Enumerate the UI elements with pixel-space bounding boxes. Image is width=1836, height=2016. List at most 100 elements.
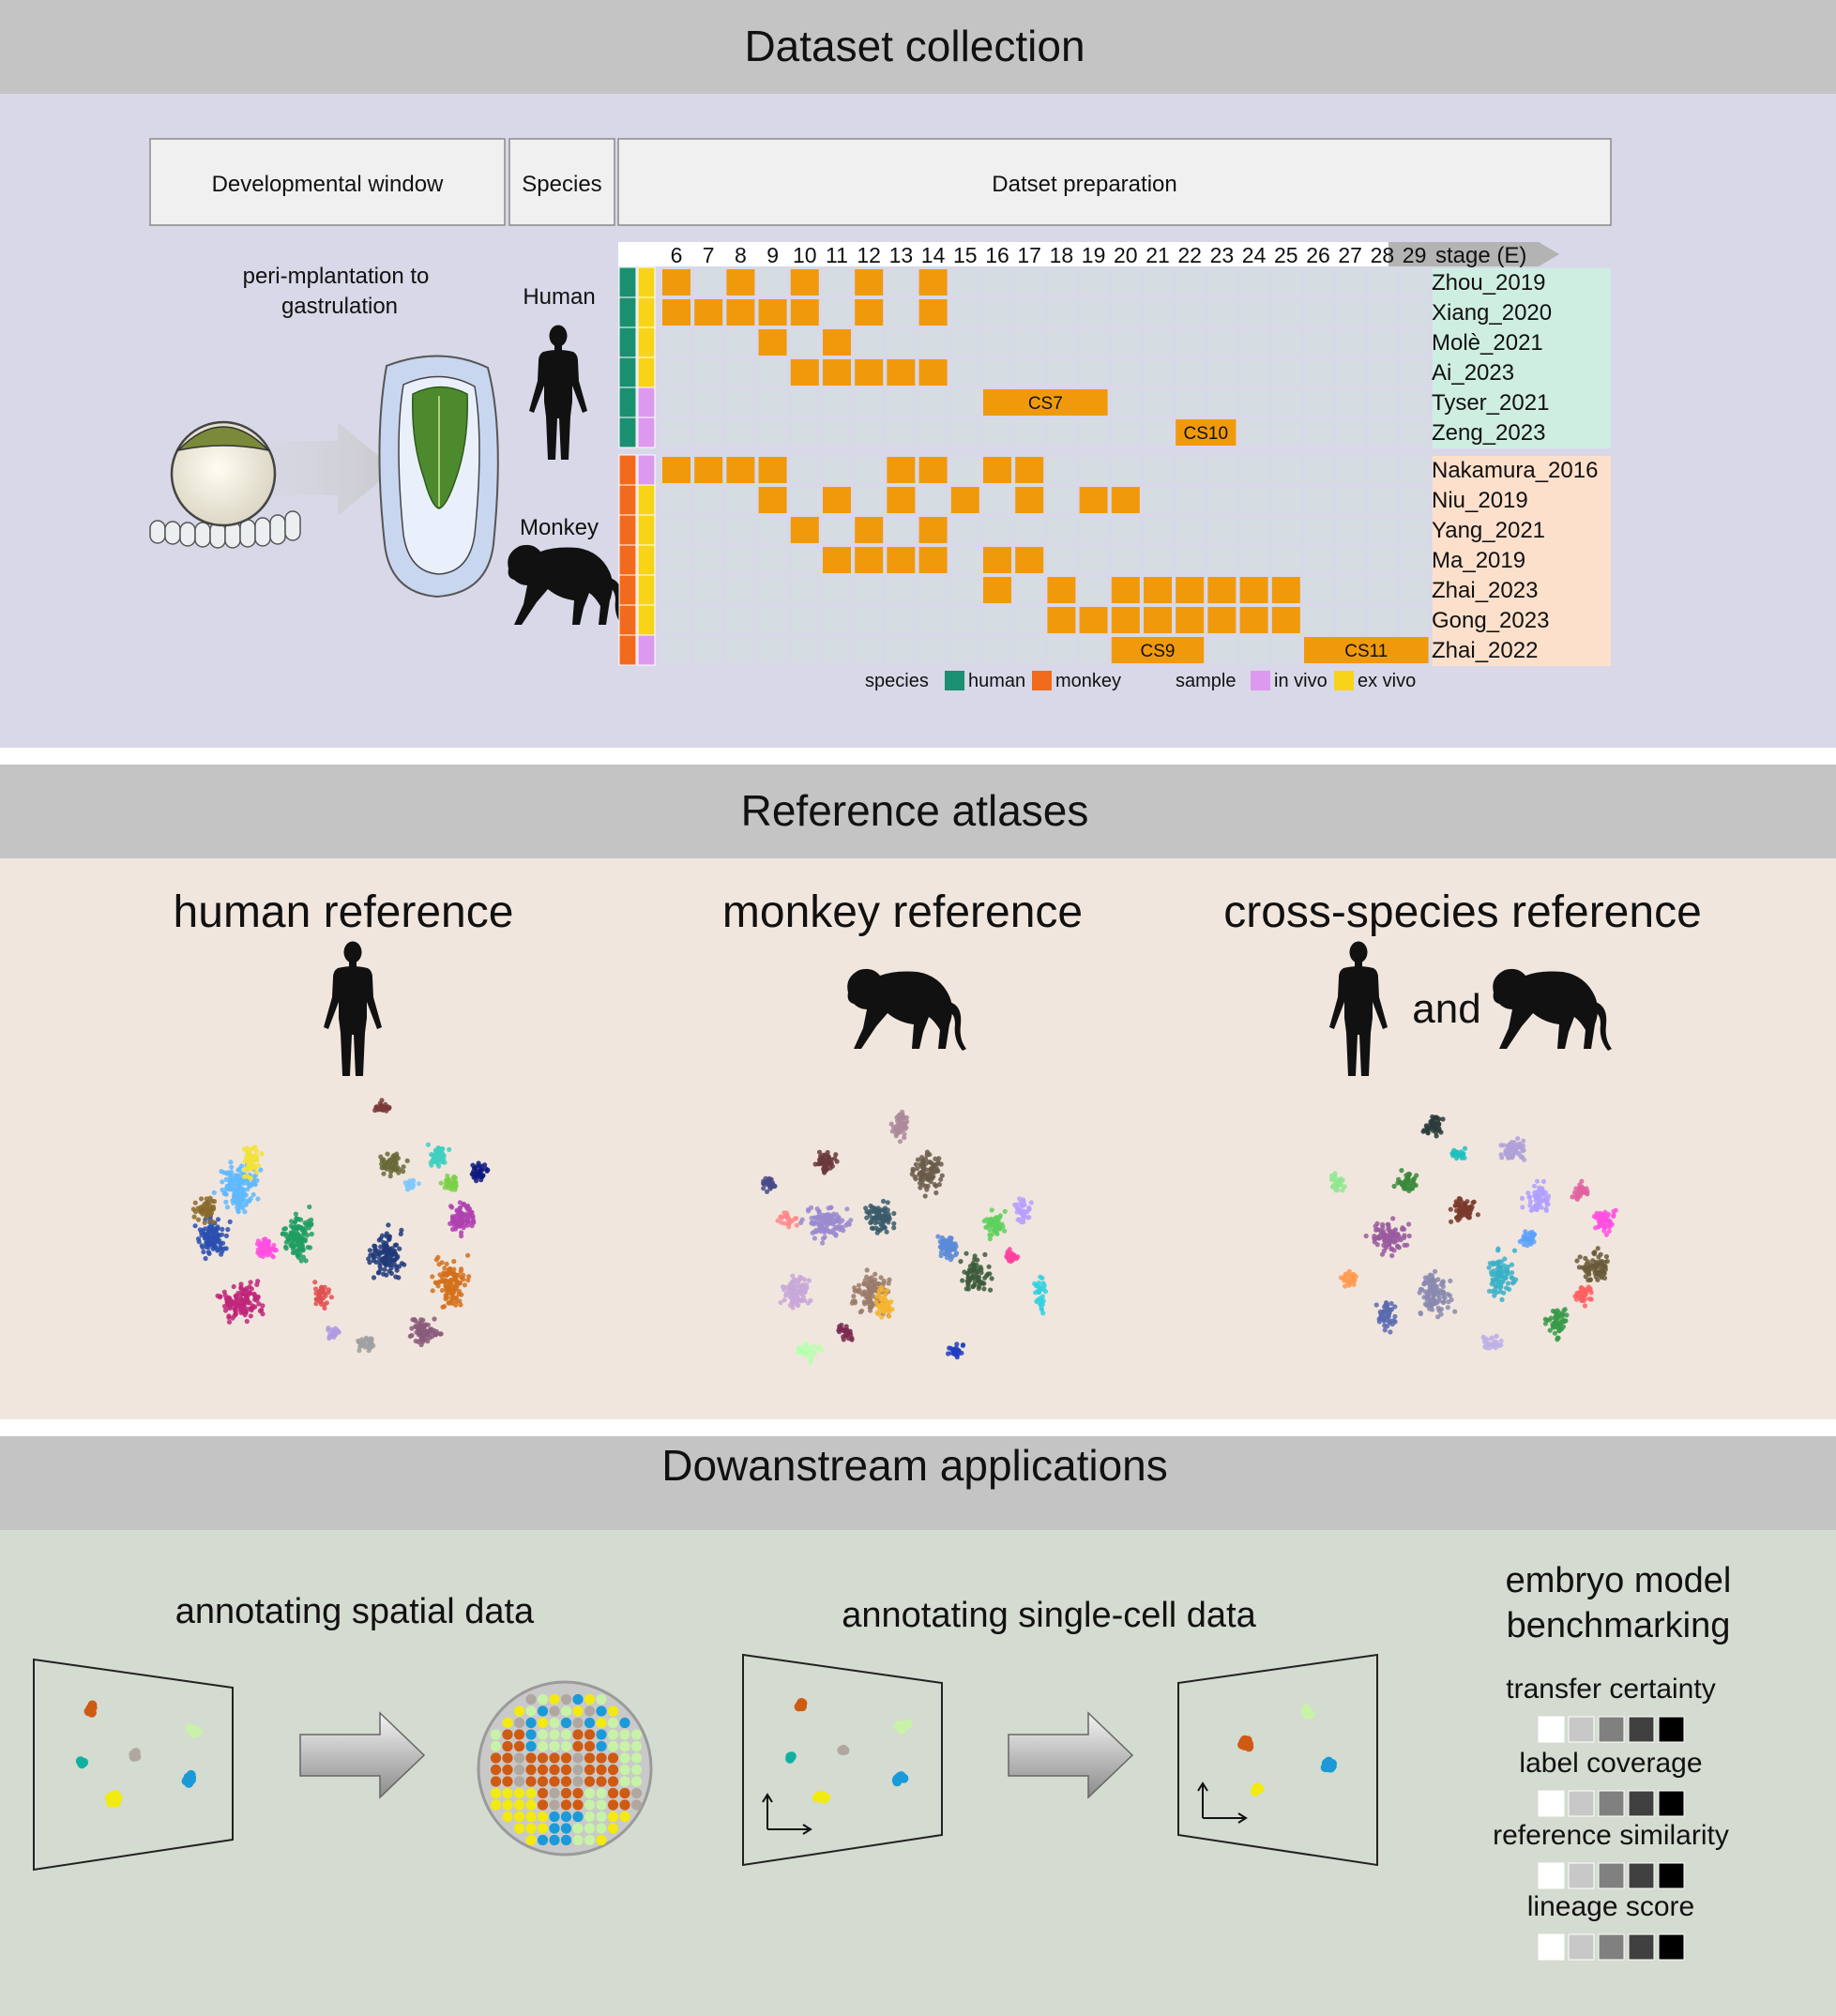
stage-cell <box>790 607 819 633</box>
stage-cell <box>855 577 884 603</box>
stage-cell <box>1207 329 1237 356</box>
umap-point <box>445 1295 450 1300</box>
species-marker <box>618 574 637 606</box>
umap-point <box>845 1220 851 1226</box>
spot <box>607 1752 619 1764</box>
umap-point <box>1511 1248 1518 1253</box>
stage-cell <box>694 577 723 603</box>
umap-point <box>457 1205 463 1211</box>
stage-cell <box>855 547 884 573</box>
legend-monkey-swatch <box>1032 671 1052 690</box>
legend-sample-title: sample <box>1176 671 1236 691</box>
umap-point <box>1498 1338 1504 1343</box>
umap-point <box>1388 1329 1393 1335</box>
spot <box>525 1823 537 1834</box>
umap-point <box>832 1224 838 1230</box>
umap-point <box>814 1345 820 1351</box>
stage-cell <box>1271 419 1300 446</box>
umap-point <box>987 1236 993 1242</box>
stage-cell <box>1047 577 1076 603</box>
stage-cell <box>1111 547 1140 573</box>
umap-point <box>1383 1309 1388 1314</box>
stage-cell <box>1047 487 1076 513</box>
umap-point <box>372 1247 378 1252</box>
umap-point <box>303 1225 309 1231</box>
umap-point <box>984 1224 990 1230</box>
umap-point <box>1509 1154 1514 1160</box>
umap-point <box>1513 1277 1519 1282</box>
umap-point <box>1498 1152 1504 1158</box>
stage-label: 24 <box>1242 243 1267 267</box>
stage-cell <box>1400 487 1429 513</box>
metric-transfer-certainty: transfer certainty <box>1506 1674 1715 1705</box>
umap-point <box>864 1215 870 1220</box>
spot <box>572 1811 584 1823</box>
umap-point <box>237 1205 244 1210</box>
stage-cell <box>855 487 884 513</box>
umap-point <box>283 1246 289 1251</box>
umap-point <box>1534 1190 1540 1195</box>
umap-point <box>295 1248 300 1253</box>
stage-axis-label: stage (E) <box>1435 243 1526 268</box>
stage-cell <box>758 299 787 326</box>
umap-point <box>1491 1280 1496 1285</box>
umap-point <box>381 1171 387 1176</box>
umap-point <box>376 1237 382 1243</box>
umap-point <box>394 1267 400 1273</box>
umap-point <box>803 1353 809 1358</box>
stage-cell <box>918 637 948 663</box>
umap-point <box>822 1235 827 1240</box>
umap-point <box>204 1204 209 1209</box>
umap-point <box>947 1244 953 1250</box>
umap-point <box>256 1162 262 1169</box>
umap-point <box>246 1181 251 1187</box>
umap-point <box>882 1292 888 1297</box>
spot <box>490 1764 502 1776</box>
umap-point <box>1433 1268 1438 1274</box>
stage-cell <box>1144 419 1172 446</box>
umap-point <box>420 1333 426 1339</box>
spot <box>502 1787 513 1799</box>
umap-point <box>936 1182 943 1188</box>
stage-cell <box>662 419 690 446</box>
dataset-grid: Zhou_2019 Xiang_2020 Molè_2021 Ai_2023 CS7 Ty… <box>618 266 1611 666</box>
umap-point <box>829 1220 835 1226</box>
umap-point <box>468 1220 475 1225</box>
stage-cell <box>918 359 948 386</box>
umap-point <box>871 1294 876 1299</box>
umap-point <box>1385 1324 1390 1329</box>
stage-cell <box>726 329 755 356</box>
spot <box>584 1729 596 1740</box>
umap-point <box>914 1166 920 1172</box>
stage-label: 17 <box>1017 243 1041 267</box>
umap-point <box>1421 1281 1427 1287</box>
stage-cell <box>823 607 851 633</box>
umap-point <box>1509 1262 1515 1267</box>
umap-point <box>242 1174 248 1179</box>
umap-point <box>1577 1254 1583 1260</box>
spot <box>584 1799 596 1811</box>
umap-point <box>1438 1307 1444 1312</box>
umap-point <box>456 1272 462 1278</box>
umap-point <box>257 1243 263 1249</box>
stage-cell <box>1207 359 1237 386</box>
umap-point <box>903 1114 910 1120</box>
umap-point <box>1436 1116 1442 1122</box>
umap-point <box>891 1210 897 1217</box>
species-marker <box>618 514 637 546</box>
spot <box>560 1740 572 1752</box>
umap-point <box>1425 1126 1431 1131</box>
stage-cell <box>1144 577 1172 603</box>
stage-cell <box>1271 637 1300 663</box>
umap-point <box>1520 1148 1525 1154</box>
umap-point <box>202 1220 207 1225</box>
spot <box>596 1729 607 1740</box>
umap-point <box>1543 1207 1549 1213</box>
umap-point <box>886 1281 891 1286</box>
stage-labels: 6 7 8 9 10 11 12 13 14 15 16 17 18 19 20 21 22 23 24 25 26 27… <box>671 243 1427 267</box>
stage-cell <box>1239 577 1268 603</box>
stage-cell <box>1239 607 1268 633</box>
umap-point <box>1520 1205 1525 1210</box>
stage-cell <box>662 487 690 513</box>
umap-point <box>965 1275 971 1281</box>
